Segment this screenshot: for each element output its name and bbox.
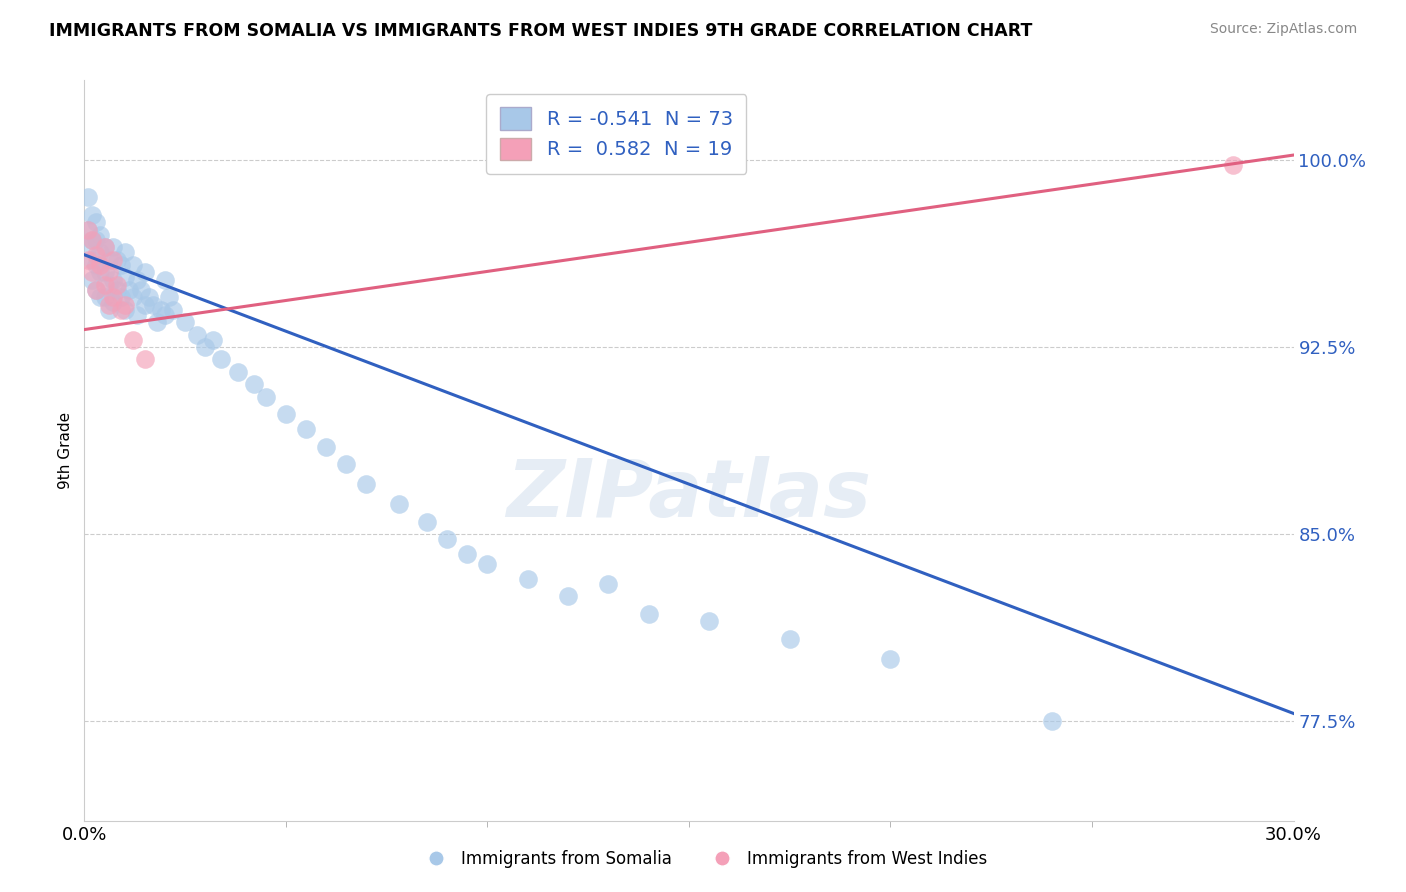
Point: [637, 607, 659, 621]
Point: [82, 233, 104, 247]
Point: [77, 240, 100, 254]
Point: [77, 223, 100, 237]
Point: [114, 270, 136, 285]
Point: [82, 265, 104, 279]
Point: [1222, 158, 1244, 172]
Text: Source: ZipAtlas.com: Source: ZipAtlas.com: [1209, 22, 1357, 37]
Point: [82, 252, 104, 267]
Point: [86, 283, 108, 297]
Point: [97, 265, 120, 279]
Point: [77, 252, 100, 267]
Point: [242, 377, 264, 392]
Point: [110, 302, 132, 317]
Point: [209, 352, 232, 367]
Point: [779, 632, 801, 646]
Point: [110, 290, 132, 304]
Point: [97, 298, 120, 312]
Point: [879, 651, 901, 665]
Point: [114, 298, 136, 312]
Point: [388, 497, 411, 511]
Point: [134, 352, 156, 367]
Point: [114, 245, 136, 260]
Point: [477, 557, 499, 571]
Point: [1040, 714, 1063, 728]
Point: [86, 248, 108, 262]
Point: [138, 290, 160, 304]
Point: [93, 240, 115, 254]
Point: [93, 277, 115, 292]
Point: [101, 273, 124, 287]
Point: [356, 477, 378, 491]
Point: [118, 283, 141, 297]
Point: [101, 252, 124, 267]
Point: [77, 223, 100, 237]
Point: [89, 258, 111, 272]
Point: [86, 283, 108, 297]
Point: [142, 298, 165, 312]
Point: [254, 390, 277, 404]
Point: [110, 258, 132, 272]
Point: [153, 308, 176, 322]
Point: [416, 515, 439, 529]
Point: [93, 240, 115, 254]
Point: [134, 298, 156, 312]
Point: [598, 577, 620, 591]
Legend: R = -0.541  N = 73, R =  0.582  N = 19: R = -0.541 N = 73, R = 0.582 N = 19: [486, 94, 747, 174]
Point: [274, 407, 297, 421]
Point: [335, 457, 357, 471]
Point: [89, 245, 111, 260]
Point: [89, 265, 111, 279]
Point: [105, 252, 128, 267]
Point: [105, 277, 128, 292]
Point: [97, 302, 120, 317]
Point: [516, 572, 538, 586]
Point: [121, 290, 143, 304]
Point: [93, 265, 115, 279]
Point: [89, 227, 111, 242]
Point: [295, 422, 318, 436]
Point: [174, 315, 197, 329]
Y-axis label: 9th Grade: 9th Grade: [58, 412, 73, 489]
Point: [121, 333, 143, 347]
Point: [226, 365, 249, 379]
Text: IMMIGRANTS FROM SOMALIA VS IMMIGRANTS FROM WEST INDIES 9TH GRADE CORRELATION CHA: IMMIGRANTS FROM SOMALIA VS IMMIGRANTS FR…: [49, 22, 1032, 40]
Point: [157, 290, 180, 304]
Text: ZIPatlas: ZIPatlas: [506, 456, 872, 534]
Point: [149, 302, 172, 317]
Point: [82, 273, 104, 287]
Point: [97, 252, 120, 267]
Point: [129, 283, 152, 297]
Point: [697, 614, 720, 628]
Point: [114, 302, 136, 317]
Point: [105, 283, 128, 297]
Point: [315, 440, 337, 454]
Point: [82, 208, 104, 222]
Point: [194, 340, 217, 354]
Point: [186, 327, 208, 342]
Point: [82, 233, 104, 247]
Point: [162, 302, 184, 317]
Legend: Immigrants from Somalia, Immigrants from West Indies: Immigrants from Somalia, Immigrants from…: [412, 844, 994, 875]
Point: [77, 190, 100, 204]
Point: [134, 265, 156, 279]
Point: [125, 308, 148, 322]
Point: [101, 295, 124, 310]
Point: [121, 258, 143, 272]
Point: [202, 333, 225, 347]
Point: [86, 233, 108, 247]
Point: [97, 277, 120, 292]
Point: [86, 215, 108, 229]
Point: [89, 290, 111, 304]
Point: [557, 589, 579, 603]
Point: [436, 532, 458, 546]
Point: [93, 290, 115, 304]
Point: [146, 315, 169, 329]
Point: [101, 290, 124, 304]
Point: [101, 240, 124, 254]
Point: [153, 273, 176, 287]
Point: [125, 273, 148, 287]
Point: [456, 547, 478, 561]
Point: [86, 258, 108, 272]
